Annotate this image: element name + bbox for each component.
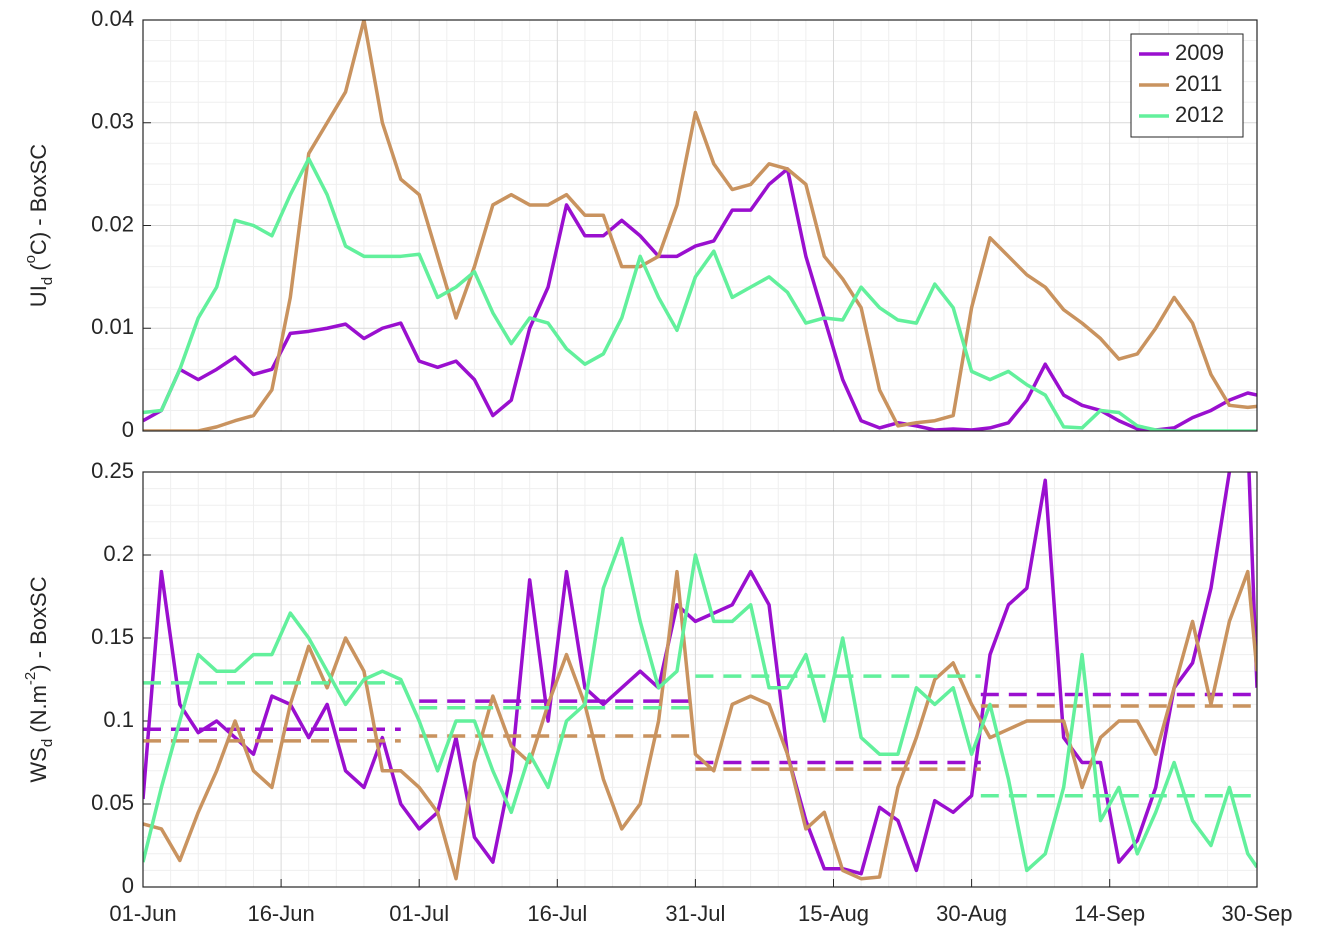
plot-area <box>143 472 1257 881</box>
y-axis-label-part: ) - BoxSC <box>26 576 51 671</box>
y-tick-label: 0.04 <box>91 6 134 31</box>
y-tick-label: 0.25 <box>91 458 134 483</box>
axes-frame <box>142 471 1258 888</box>
y-tick-label: 0 <box>122 417 134 442</box>
x-tick-label: 15-Aug <box>798 901 869 926</box>
x-tick-label: 31-Jul <box>665 901 725 926</box>
y-axis-label-part: d <box>39 277 56 285</box>
y-axis-label-part: d <box>39 739 56 747</box>
legend-label: 2012 <box>1175 102 1224 127</box>
y-tick-label: 0.1 <box>103 707 134 732</box>
data-line <box>143 20 1257 431</box>
y-tick-label: 0.01 <box>91 314 134 339</box>
y-axis-label-part: (N.m <box>26 685 51 739</box>
plot-area <box>143 20 1257 431</box>
y-axis-label-part: UI <box>26 285 51 307</box>
x-tick-label: 14-Sep <box>1074 901 1145 926</box>
panel: 0 0.05 0.1 0.15 0.2 0.25 01-Jun 16-Jun 01-Jul 16-… <box>22 458 1293 926</box>
x-tick-label: 01-Jun <box>109 901 176 926</box>
legend-label: 2011 <box>1175 71 1222 96</box>
data-line <box>143 156 1257 431</box>
y-tick-label: 0.15 <box>91 624 134 649</box>
y-tick-label: 0.03 <box>91 109 134 134</box>
x-tick-label: 30-Sep <box>1222 901 1293 926</box>
x-tick-label: 01-Jul <box>389 901 449 926</box>
y-axis-label-part: o <box>22 255 39 263</box>
y-axis-label-part: C) - BoxSC <box>26 144 51 255</box>
data-line <box>143 167 1257 431</box>
y-axis-label-part: ( <box>26 263 51 277</box>
panel: 0 0.01 0.02 0.03 0.04 UId (oC) - BoxSC 2009 201… <box>22 6 1258 442</box>
y-tick-label: 0.02 <box>91 211 134 236</box>
y-tick-label: 0.05 <box>91 790 134 815</box>
legend-label: 2009 <box>1175 40 1224 65</box>
x-tick-label: 30-Aug <box>936 901 1007 926</box>
y-axis-label-part: -2 <box>22 672 39 685</box>
x-tick-label: 16-Jun <box>247 901 314 926</box>
data-line <box>143 472 1257 876</box>
y-axis-label: UId (oC) - BoxSC <box>22 144 56 307</box>
x-tick-label: 16-Jul <box>527 901 587 926</box>
data-line <box>143 536 1257 873</box>
y-axis-label: WSd (N.m-2) - BoxSC <box>22 576 56 782</box>
axes-frame <box>142 19 1258 432</box>
y-tick-label: 0 <box>122 873 134 898</box>
y-axis-label-part: WS <box>26 747 51 782</box>
y-tick-label: 0.2 <box>103 541 134 566</box>
